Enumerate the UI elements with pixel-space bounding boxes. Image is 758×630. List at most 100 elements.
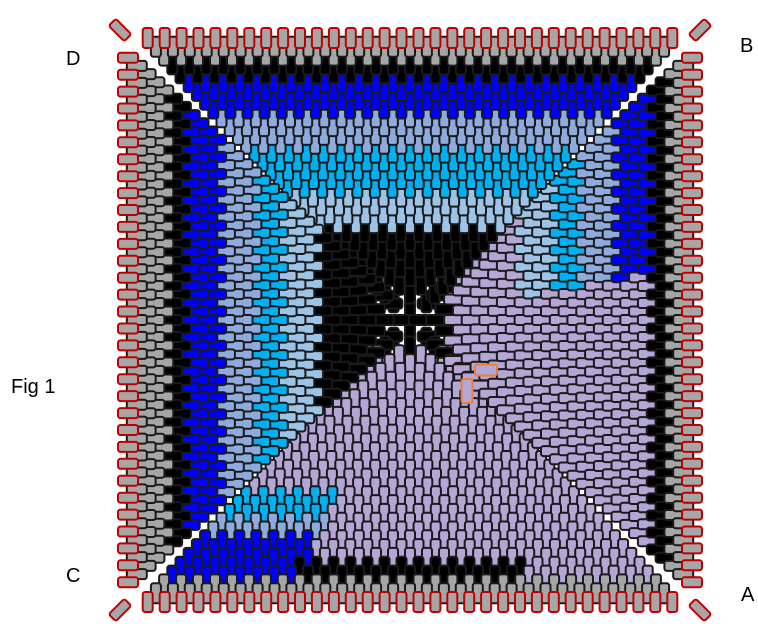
bead-right [681, 85, 703, 98]
bead-bottom [598, 591, 611, 613]
bead-bottom [141, 591, 154, 613]
bead-bottom [480, 591, 493, 613]
bead-right [681, 339, 703, 352]
bead-top [277, 27, 290, 49]
bead-top [294, 27, 306, 49]
bead-right [681, 559, 703, 572]
bead-right [681, 119, 703, 132]
bead-left [117, 254, 139, 267]
bead-top [666, 27, 679, 49]
bead-top [547, 27, 560, 49]
bead-right [681, 153, 703, 166]
bead-left [117, 51, 139, 64]
bead-right [681, 237, 703, 250]
bead-bottom [530, 591, 543, 613]
bead-top [158, 27, 171, 49]
bead-right [681, 305, 703, 318]
bead-top [226, 27, 239, 49]
corner-label-b: B [740, 35, 754, 57]
bead-right [681, 204, 703, 216]
bead-right [681, 457, 703, 470]
bead-top [209, 27, 222, 49]
bead-highlight [474, 363, 498, 377]
bead-bottom [497, 591, 510, 613]
bead-left [117, 457, 139, 470]
bead-highlight [460, 378, 474, 404]
bead-top [632, 27, 645, 49]
bead-bottom [514, 591, 526, 613]
bead-bottom [615, 591, 628, 613]
bead-right [681, 542, 703, 555]
bead-right [681, 288, 703, 301]
bead-left [117, 102, 139, 115]
bead-top [344, 27, 357, 49]
bead-bottom [344, 591, 357, 613]
bead-corner [108, 598, 132, 622]
bead-bottom [277, 591, 290, 613]
bead-left [117, 288, 139, 301]
bead-top [564, 27, 577, 49]
corner-label-d: D [66, 48, 81, 70]
bead-right [681, 390, 703, 403]
bead-top [327, 27, 340, 49]
bead-left [117, 474, 139, 487]
bead-bottom [632, 591, 645, 613]
bead-corner [688, 598, 712, 622]
bead-right [681, 170, 703, 183]
bead-bottom [294, 591, 306, 613]
bead-left [117, 576, 139, 589]
bead-left [117, 390, 139, 403]
bead-top [412, 27, 425, 49]
bead-bottom [649, 591, 662, 613]
bead-right [681, 576, 703, 589]
bead-left [117, 525, 139, 538]
bead-right [681, 187, 703, 200]
bead-right [681, 407, 703, 420]
bead-right [681, 525, 703, 538]
bead-top [429, 27, 442, 49]
bead-left [117, 119, 139, 132]
bead-bottom [581, 591, 594, 613]
bead-right [681, 356, 703, 369]
bead-left [117, 153, 139, 166]
bead-bottom [547, 591, 560, 613]
bead-left [117, 559, 139, 572]
bead-right [681, 136, 703, 149]
bead-bottom [446, 591, 459, 613]
bead-bottom [209, 591, 222, 613]
bead-left [117, 542, 139, 555]
bead-left [117, 85, 139, 98]
bead-left [117, 204, 139, 216]
bead-top [141, 27, 154, 49]
bead-right [681, 220, 703, 233]
bead-bottom [158, 591, 171, 613]
bead-top [530, 27, 543, 49]
bead-left [117, 220, 139, 233]
bead-left [117, 271, 139, 284]
bead-left [117, 305, 139, 318]
bead-right [681, 508, 703, 521]
bead-left [117, 508, 139, 521]
bead-corner [688, 18, 712, 42]
bead-bottom [243, 591, 256, 613]
bead-left [117, 322, 139, 335]
bead-bottom [175, 591, 188, 613]
bead-top [463, 27, 476, 49]
bead-right [681, 322, 703, 335]
bead-top [361, 27, 374, 49]
figure-label: Fig 1 [11, 376, 56, 398]
bead-top [480, 27, 493, 49]
bead-bottom [378, 591, 391, 613]
bead-right [681, 271, 703, 284]
bead-left [117, 237, 139, 250]
bead-bottom [327, 591, 340, 613]
bead-top [378, 27, 391, 49]
bead-left [117, 187, 139, 200]
bead-right [681, 424, 703, 436]
bead-right [681, 68, 703, 81]
bead-left [117, 424, 139, 436]
bead-left [117, 136, 139, 149]
bead-top [598, 27, 611, 49]
bead-bottom [260, 591, 273, 613]
bead-top [395, 27, 408, 49]
